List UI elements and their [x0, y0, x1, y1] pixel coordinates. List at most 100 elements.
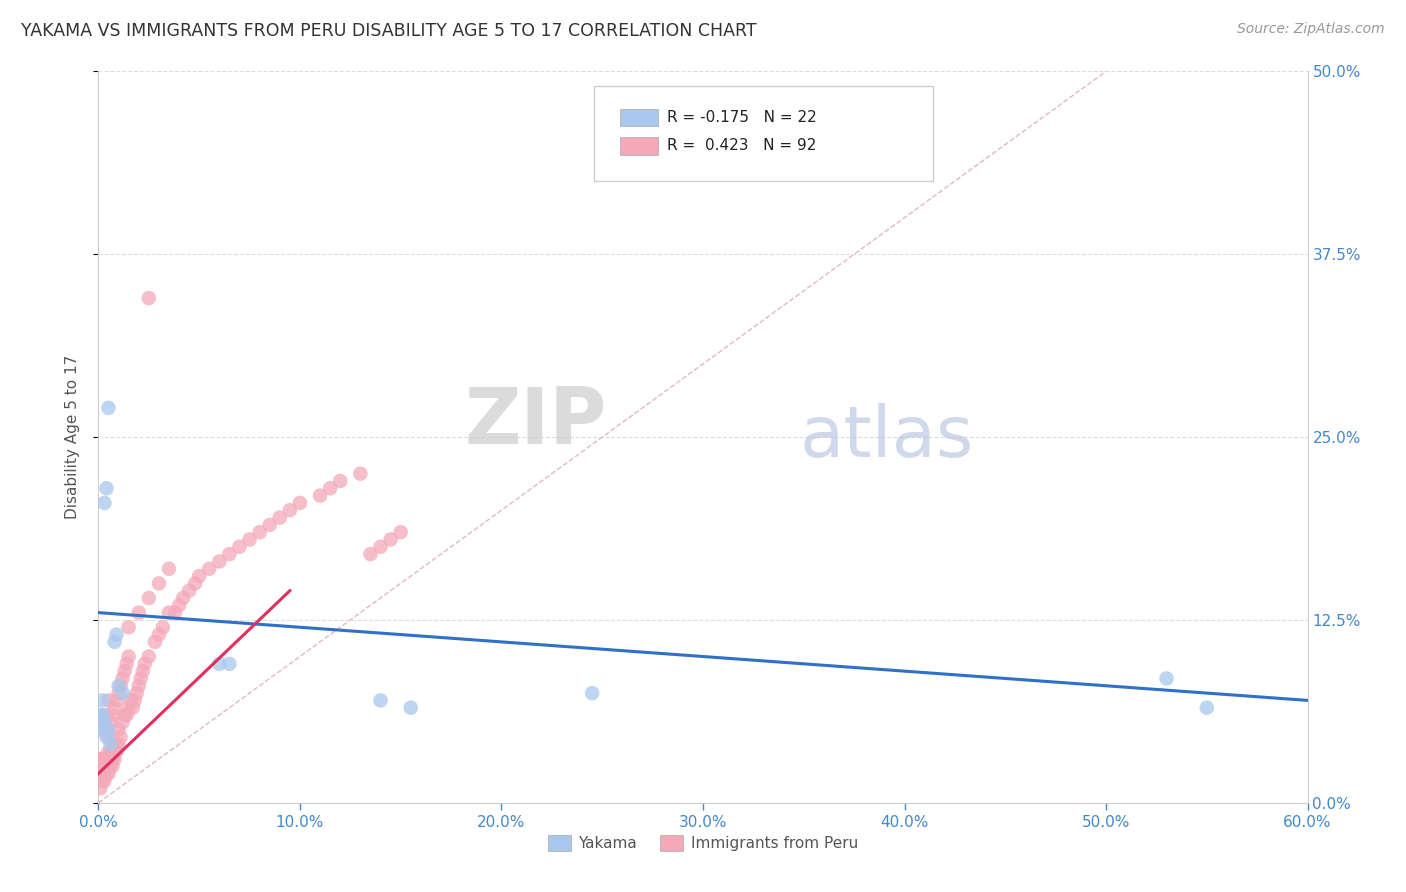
Point — [278, 503, 301, 517]
Point — [97, 745, 120, 759]
Point — [101, 708, 124, 723]
Point — [138, 291, 160, 305]
Point — [115, 657, 138, 671]
Legend: Yakama, Immigrants from Peru: Yakama, Immigrants from Peru — [541, 830, 865, 857]
Point — [89, 723, 111, 737]
Point — [128, 606, 150, 620]
Point — [89, 708, 111, 723]
Point — [349, 467, 371, 481]
Point — [288, 496, 311, 510]
Point — [110, 730, 132, 744]
Point — [239, 533, 262, 547]
Point — [93, 773, 115, 788]
Point — [319, 481, 342, 495]
Point — [370, 540, 392, 554]
Point — [96, 730, 118, 744]
FancyBboxPatch shape — [620, 137, 658, 154]
Point — [93, 766, 115, 780]
Point — [1156, 672, 1178, 686]
Point — [89, 752, 111, 766]
Point — [389, 525, 412, 540]
Point — [100, 737, 122, 751]
Point — [101, 752, 124, 766]
Point — [97, 723, 120, 737]
Point — [208, 657, 231, 671]
Point — [96, 759, 118, 773]
Point — [581, 686, 603, 700]
Point — [138, 649, 160, 664]
Point — [110, 679, 132, 693]
Point — [97, 730, 120, 744]
Point — [148, 627, 170, 641]
Point — [105, 693, 128, 707]
Point — [101, 737, 124, 751]
Point — [107, 679, 129, 693]
Point — [89, 781, 111, 796]
Point — [96, 766, 118, 780]
Point — [132, 664, 155, 678]
Point — [101, 759, 124, 773]
Point — [111, 715, 134, 730]
Point — [93, 759, 115, 773]
Point — [249, 525, 271, 540]
Point — [309, 489, 332, 503]
Point — [399, 700, 422, 714]
Point — [184, 576, 207, 591]
Point — [218, 547, 240, 561]
Point — [111, 672, 134, 686]
Point — [105, 627, 128, 641]
Point — [188, 569, 211, 583]
Point — [228, 540, 250, 554]
Point — [96, 708, 118, 723]
Text: Source: ZipAtlas.com: Source: ZipAtlas.com — [1237, 22, 1385, 37]
Point — [91, 766, 114, 780]
Point — [91, 693, 114, 707]
Point — [118, 649, 141, 664]
Point — [120, 693, 142, 707]
Point — [172, 591, 194, 605]
Point — [91, 759, 114, 773]
Point — [103, 752, 125, 766]
Point — [157, 606, 180, 620]
Point — [91, 752, 114, 766]
Point — [138, 591, 160, 605]
Point — [179, 583, 201, 598]
Text: YAKAMA VS IMMIGRANTS FROM PERU DISABILITY AGE 5 TO 17 CORRELATION CHART: YAKAMA VS IMMIGRANTS FROM PERU DISABILIT… — [21, 22, 756, 40]
Point — [125, 686, 148, 700]
Point — [89, 766, 111, 780]
Point — [96, 752, 118, 766]
Point — [163, 606, 186, 620]
Text: R =  0.423   N = 92: R = 0.423 N = 92 — [666, 138, 815, 153]
FancyBboxPatch shape — [595, 86, 932, 181]
Point — [107, 737, 129, 751]
Point — [91, 773, 114, 788]
Point — [148, 576, 170, 591]
FancyBboxPatch shape — [620, 109, 658, 127]
Point — [97, 759, 120, 773]
Point — [370, 693, 392, 707]
Point — [114, 708, 136, 723]
Point — [114, 664, 136, 678]
Text: ZIP: ZIP — [464, 384, 606, 460]
Point — [198, 562, 221, 576]
Text: R = -0.175   N = 22: R = -0.175 N = 22 — [666, 110, 817, 125]
Point — [259, 517, 281, 532]
Point — [96, 481, 118, 495]
Point — [118, 620, 141, 634]
Point — [97, 766, 120, 780]
Point — [1195, 700, 1218, 714]
Point — [134, 657, 156, 671]
Point — [124, 693, 146, 707]
Point — [91, 708, 114, 723]
Text: atlas: atlas — [800, 402, 974, 472]
Point — [111, 686, 134, 700]
Point — [93, 715, 115, 730]
Point — [152, 620, 174, 634]
Point — [89, 759, 111, 773]
Point — [329, 474, 352, 488]
Point — [100, 745, 122, 759]
Point — [157, 562, 180, 576]
Point — [100, 759, 122, 773]
Point — [93, 752, 115, 766]
Y-axis label: Disability Age 5 to 17: Disability Age 5 to 17 — [65, 355, 80, 519]
